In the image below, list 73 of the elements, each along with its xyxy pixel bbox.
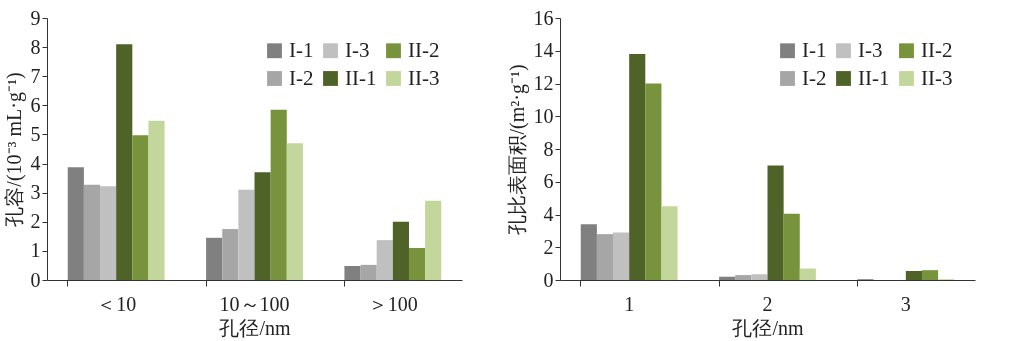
y-tick-label: 2 — [30, 210, 41, 233]
y-tick-label: 16 — [533, 6, 554, 29]
x-axis-title: 孔径/nm — [732, 316, 804, 339]
bar — [905, 270, 922, 280]
legend-label: I-3 — [345, 37, 370, 62]
bar — [719, 276, 736, 280]
y-tick-label: 6 — [30, 93, 41, 116]
bar — [286, 143, 303, 280]
y-tick-label: 2 — [543, 235, 554, 258]
y-tick-label: 0 — [543, 268, 554, 291]
legend-label: I-3 — [858, 37, 883, 62]
bar — [783, 213, 800, 280]
bar — [580, 224, 597, 280]
bar — [425, 200, 442, 280]
bar — [408, 247, 426, 280]
y-tick-label: 10 — [533, 104, 554, 127]
y-tick-label: 7 — [30, 64, 41, 87]
legend-label: II-2 — [408, 37, 440, 62]
bar — [344, 266, 361, 280]
legend-label: II-1 — [858, 65, 890, 90]
bar — [148, 120, 165, 280]
y-tick-label: 8 — [543, 137, 554, 160]
bar — [270, 109, 287, 280]
y-tick-label: 12 — [533, 72, 554, 94]
bar — [360, 264, 377, 280]
bar — [921, 270, 939, 280]
y-tick-label: 6 — [543, 170, 554, 193]
y-tick-label: 5 — [30, 122, 41, 145]
bar — [83, 184, 101, 280]
bar — [751, 274, 768, 280]
bar — [661, 206, 678, 280]
bar — [799, 268, 816, 280]
legend-label: II-1 — [345, 65, 377, 90]
bar — [596, 234, 614, 280]
legend-label: I-2 — [802, 65, 827, 90]
legend-label: II-3 — [408, 65, 440, 90]
y-tick-label: 4 — [543, 203, 554, 225]
x-tick-label: 2 — [762, 292, 773, 315]
bar — [100, 186, 117, 280]
x-tick-label: ＞100 — [367, 292, 418, 315]
bar — [254, 172, 271, 280]
y-tick-label: 4 — [30, 152, 41, 175]
x-axis-title: 孔径/nm — [219, 316, 291, 339]
bar — [132, 135, 149, 280]
bar — [67, 167, 84, 280]
x-tick-label: 10～100 — [219, 292, 290, 315]
legend-label: II-2 — [921, 37, 953, 62]
y-tick-label: 8 — [30, 35, 41, 58]
bar — [629, 54, 646, 280]
bar — [206, 237, 223, 280]
bar — [222, 229, 239, 280]
x-tick-label: ＜10 — [96, 292, 137, 315]
bar — [116, 44, 133, 280]
x-tick-label: 1 — [624, 292, 635, 315]
bar — [767, 165, 784, 280]
legend-label: I-1 — [802, 37, 827, 62]
legend-label: I-2 — [289, 65, 314, 90]
y-tick-label: 9 — [30, 6, 41, 29]
bar — [392, 221, 409, 280]
x-tick-label: 3 — [900, 292, 911, 315]
legend-label: I-1 — [289, 37, 314, 62]
legend-label: II-3 — [921, 65, 953, 90]
y-tick-label: 14 — [533, 39, 554, 62]
y-tick-label: 1 — [30, 239, 41, 262]
y-axis-title: 孔容/(10⁻³ mL·g⁻¹) — [2, 72, 26, 227]
bar — [613, 232, 630, 280]
bar — [238, 189, 255, 280]
bar — [645, 83, 662, 280]
y-tick-label: 3 — [30, 181, 41, 204]
y-tick-label: 0 — [30, 268, 41, 291]
bar — [376, 240, 393, 280]
bar — [735, 275, 752, 280]
y-axis-title: 孔比表面积/(m²·g⁻¹) — [505, 64, 529, 235]
